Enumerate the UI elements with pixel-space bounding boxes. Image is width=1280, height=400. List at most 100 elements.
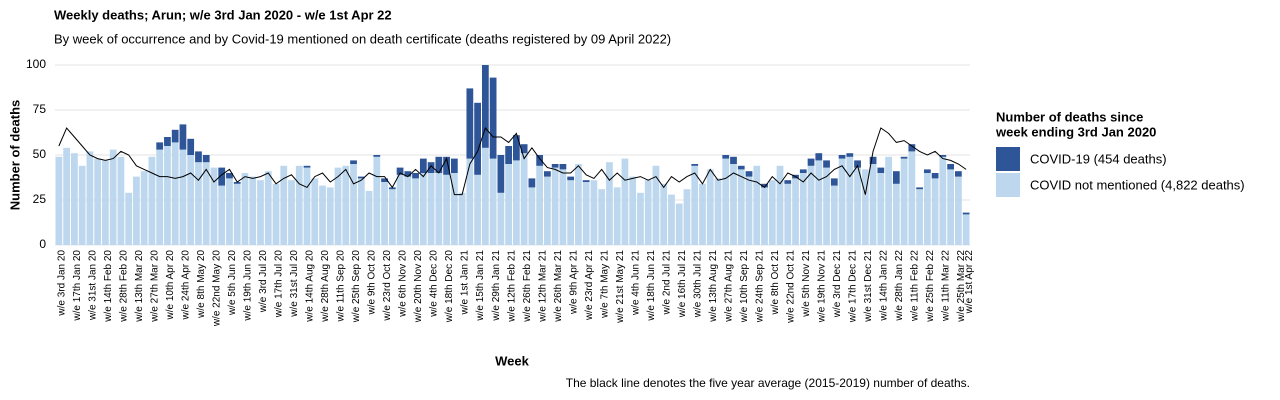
x-tick-label: w/e 5th Nov 21: [801, 250, 812, 318]
bar: [257, 180, 264, 245]
bar: [753, 165, 761, 245]
bar: [443, 174, 450, 245]
bar: [923, 173, 931, 245]
bar: [606, 162, 613, 245]
bar: [730, 164, 737, 245]
y-tick-label: 100: [26, 57, 46, 71]
x-tick-label: w/e 7th May 21: [599, 250, 610, 319]
bar: [350, 164, 357, 245]
x-tick-label: w/e 26th Feb 21: [522, 250, 533, 323]
bar: [761, 183, 768, 188]
x-tick-label: w/e 9th Oct 20: [367, 250, 378, 316]
bar: [78, 165, 86, 245]
x-tick-label: w/e 17th Jan 20: [72, 250, 83, 322]
x-tick-label: w/e 17th Jul 20: [274, 250, 285, 319]
x-tick-label: w/e 19th Nov 21: [816, 250, 827, 324]
bar: [187, 155, 195, 245]
bar: [776, 165, 784, 245]
x-tick-label: w/e 28th Feb 20: [119, 250, 130, 323]
bar: [249, 176, 257, 245]
x-tick-label: w/e 6th Nov 20: [398, 250, 409, 318]
legend-swatch: [996, 147, 1020, 171]
bar: [505, 146, 512, 164]
bar: [823, 160, 830, 168]
bar: [373, 156, 381, 245]
bar: [474, 102, 481, 175]
bar: [148, 156, 156, 245]
bar: [357, 178, 365, 245]
bar: [102, 160, 109, 245]
bar: [505, 164, 512, 245]
bar: [288, 180, 295, 245]
x-axis-title: Week: [495, 353, 529, 368]
bar: [544, 171, 551, 177]
bar: [171, 142, 179, 245]
x-tick-label: w/e 14th Aug 20: [305, 250, 316, 323]
x-tick-label: w/e 18th Jun 21: [646, 250, 657, 322]
x-tick-label: w/e 25th Sep 20: [351, 250, 362, 324]
bar: [908, 144, 916, 152]
x-tick-label: w/e 22nd Oct 21: [785, 250, 796, 324]
x-tick-label: w/e 3rd Jul 20: [258, 250, 269, 314]
bar: [319, 185, 326, 245]
bar: [900, 156, 908, 159]
x-tick-label: w/e 1st Jan 21: [460, 250, 471, 316]
bar: [156, 149, 164, 245]
bar: [218, 185, 226, 245]
bar: [497, 155, 505, 193]
bar: [908, 151, 916, 245]
x-tick-label: w/e 24th Sep 21: [754, 250, 765, 324]
bar: [962, 214, 970, 245]
bar: [233, 182, 241, 184]
bar: [458, 192, 466, 245]
bar: [187, 138, 195, 155]
bar: [443, 156, 450, 175]
bar: [567, 180, 575, 245]
bar: [854, 160, 861, 168]
bar: [722, 158, 730, 245]
bar: [481, 65, 489, 148]
bars: [55, 65, 970, 245]
x-tick-label: w/e 3rd Dec 21: [832, 250, 843, 319]
bar: [396, 174, 404, 245]
bar: [799, 169, 807, 173]
x-tick-label: w/e 31st Jul 20: [289, 250, 300, 318]
bar: [342, 165, 350, 245]
x-tick-label: w/e 23rd Oct 20: [382, 250, 393, 322]
bar: [931, 173, 939, 179]
bar: [334, 167, 342, 245]
bar: [295, 165, 303, 245]
x-tick-label: w/e 24th Apr 20: [181, 250, 192, 321]
x-tick-label: w/e 31st Dec 21: [863, 250, 874, 323]
bar: [326, 187, 334, 245]
x-tick-label: w/e 25th Feb 22: [925, 250, 936, 323]
bar: [916, 189, 923, 245]
bar: [179, 149, 187, 245]
bar: [869, 156, 877, 164]
x-tick-label: w/e 17th Dec 21: [847, 250, 858, 324]
bar: [768, 180, 776, 245]
y-tick-label: 75: [33, 102, 47, 116]
bar: [109, 149, 117, 245]
legend-title: week ending 3rd Jan 2020: [995, 124, 1156, 139]
bar: [629, 176, 637, 245]
bar: [714, 178, 722, 245]
bar: [280, 165, 288, 245]
x-tick-label: w/e 10th Apr 20: [165, 250, 176, 321]
x-tick-label: w/e 12th Feb 21: [506, 250, 517, 323]
x-tick-label: w/e 11th Feb 22: [909, 250, 920, 322]
bar: [931, 178, 939, 245]
bar: [737, 169, 745, 245]
bar: [528, 187, 536, 245]
bar: [830, 178, 838, 186]
bar: [621, 158, 629, 245]
bar: [737, 165, 745, 170]
bar: [311, 178, 319, 245]
bar: [637, 192, 644, 245]
bar: [892, 183, 900, 245]
x-tick-label: w/e 4th Dec 20: [429, 250, 440, 318]
bar: [536, 165, 544, 245]
average-line: [58, 127, 967, 196]
bar: [427, 162, 435, 173]
